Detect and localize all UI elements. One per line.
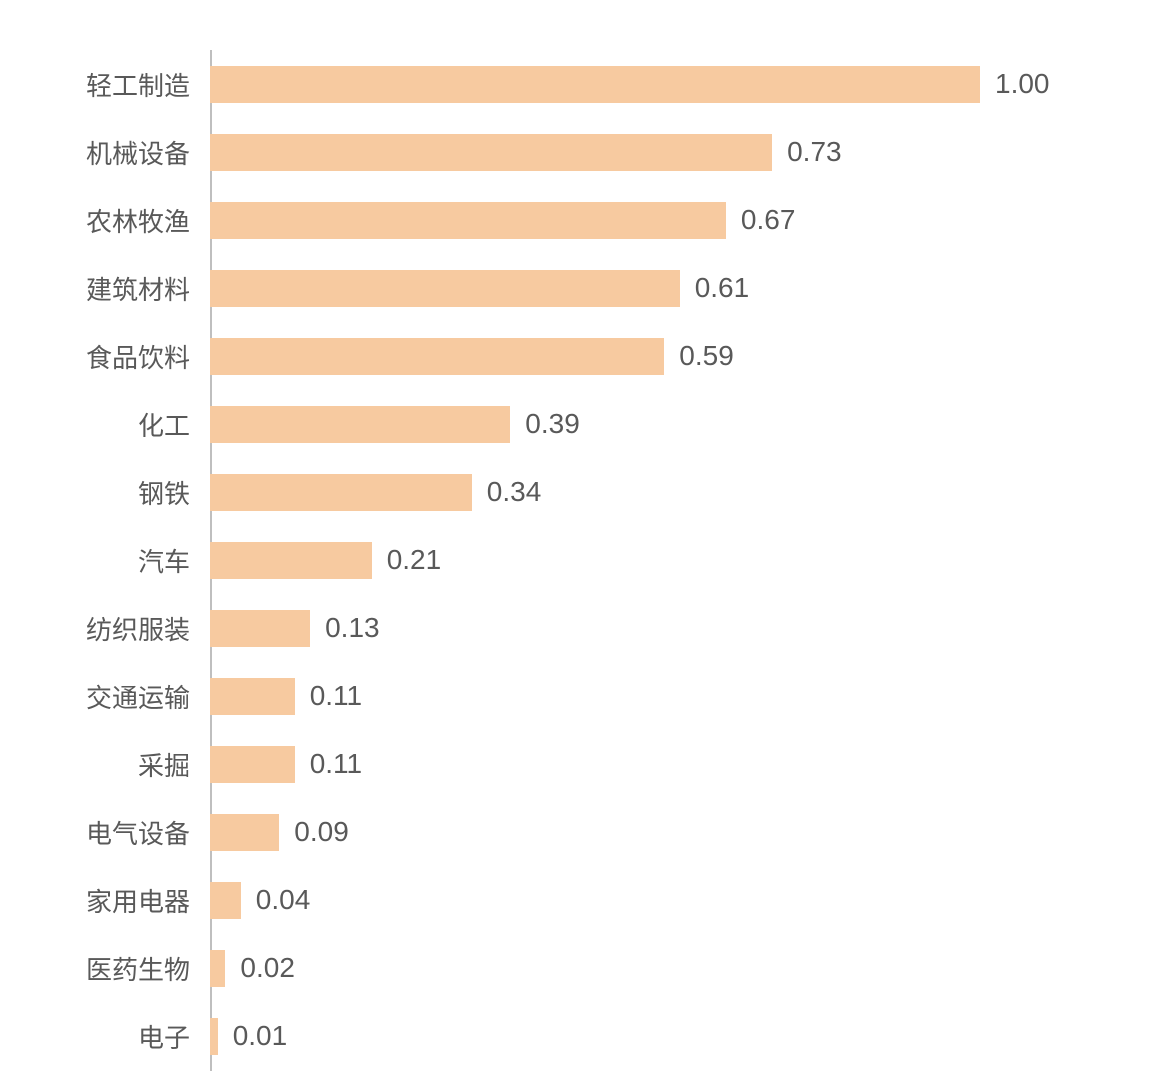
- bar-wrapper: 0.34: [210, 458, 1157, 526]
- bar-row: 化工 0.39: [0, 390, 1157, 458]
- bar: [210, 134, 772, 171]
- bar: [210, 610, 310, 647]
- value-label: 0.13: [310, 612, 380, 644]
- bar-row: 电气设备 0.09: [0, 798, 1157, 866]
- bar-wrapper: 0.09: [210, 798, 1157, 866]
- bar: [210, 66, 980, 103]
- value-label: 0.34: [472, 476, 542, 508]
- bar-wrapper: 0.21: [210, 526, 1157, 594]
- bar: [210, 406, 510, 443]
- bar-wrapper: 0.39: [210, 390, 1157, 458]
- bar-wrapper: 0.59: [210, 322, 1157, 390]
- bar-row: 建筑材料 0.61: [0, 254, 1157, 322]
- value-label: 0.21: [372, 544, 442, 576]
- category-label: 纺织服装: [86, 610, 205, 647]
- bar-row: 汽车 0.21: [0, 526, 1157, 594]
- bar-row: 医药生物 0.02: [0, 934, 1157, 1002]
- value-label: 0.02: [225, 952, 295, 984]
- bar: [210, 270, 680, 307]
- category-label: 化工: [138, 406, 205, 443]
- bar-wrapper: 0.73: [210, 118, 1157, 186]
- bar-row: 农林牧渔 0.67: [0, 186, 1157, 254]
- bar-wrapper: 0.11: [210, 662, 1157, 730]
- bar-wrapper: 0.11: [210, 730, 1157, 798]
- bar-row: 交通运输 0.11: [0, 662, 1157, 730]
- bar: [210, 882, 241, 919]
- value-label: 0.11: [295, 748, 362, 780]
- bar-row: 电子 0.01: [0, 1002, 1157, 1070]
- category-label: 采掘: [138, 746, 205, 783]
- bar: [210, 202, 726, 239]
- category-label: 电气设备: [86, 814, 205, 851]
- category-label: 食品饮料: [86, 338, 205, 375]
- bar: [210, 474, 472, 511]
- bar-row: 钢铁 0.34: [0, 458, 1157, 526]
- bar-wrapper: 1.00: [210, 50, 1157, 118]
- bar: [210, 678, 295, 715]
- chart-container: 轻工制造 1.00 机械设备 0.73 农林牧渔 0.67 建筑材料 0.61 食品饮料 0.59…: [0, 0, 1157, 1091]
- category-label: 建筑材料: [86, 270, 205, 307]
- bar-wrapper: 0.67: [210, 186, 1157, 254]
- bar: [210, 814, 279, 851]
- category-label: 医药生物: [86, 950, 205, 987]
- value-label: 0.61: [680, 272, 750, 304]
- value-label: 0.04: [241, 884, 311, 916]
- category-label: 钢铁: [138, 474, 205, 511]
- bar-row: 食品饮料 0.59: [0, 322, 1157, 390]
- value-label: 0.01: [218, 1020, 288, 1052]
- bar-wrapper: 0.01: [210, 1002, 1157, 1070]
- bar: [210, 338, 664, 375]
- value-label: 0.11: [295, 680, 362, 712]
- bar-row: 轻工制造 1.00: [0, 50, 1157, 118]
- bar-row: 机械设备 0.73: [0, 118, 1157, 186]
- bar-wrapper: 0.61: [210, 254, 1157, 322]
- bar: [210, 950, 225, 987]
- bar-row: 采掘 0.11: [0, 730, 1157, 798]
- category-label: 汽车: [138, 542, 205, 579]
- value-label: 0.09: [279, 816, 349, 848]
- bar: [210, 746, 295, 783]
- bar-wrapper: 0.02: [210, 934, 1157, 1002]
- bar: [210, 1018, 218, 1055]
- category-label: 电子: [138, 1018, 205, 1055]
- category-label: 交通运输: [86, 678, 205, 715]
- category-label: 农林牧渔: [86, 202, 205, 239]
- bars-area: 轻工制造 1.00 机械设备 0.73 农林牧渔 0.67 建筑材料 0.61 食品饮料 0.59…: [0, 50, 1157, 1070]
- bar-row: 家用电器 0.04: [0, 866, 1157, 934]
- category-label: 机械设备: [86, 134, 205, 171]
- value-label: 1.00: [980, 68, 1050, 100]
- bar-wrapper: 0.13: [210, 594, 1157, 662]
- value-label: 0.73: [772, 136, 842, 168]
- bar-row: 纺织服装 0.13: [0, 594, 1157, 662]
- value-label: 0.67: [726, 204, 796, 236]
- value-label: 0.59: [664, 340, 734, 372]
- bar-wrapper: 0.04: [210, 866, 1157, 934]
- bar: [210, 542, 372, 579]
- category-label: 轻工制造: [86, 66, 205, 103]
- value-label: 0.39: [510, 408, 580, 440]
- category-label: 家用电器: [86, 882, 205, 919]
